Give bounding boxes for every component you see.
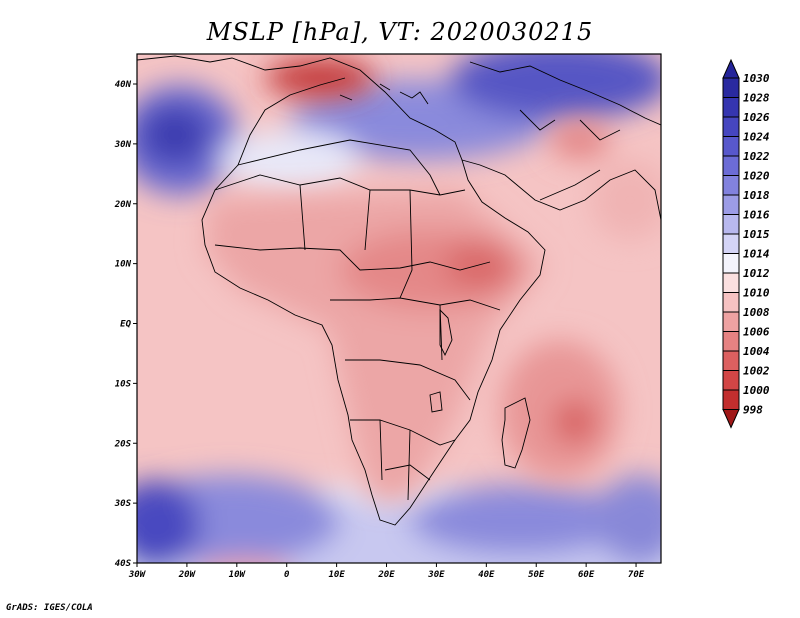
madagascar <box>501 397 531 469</box>
y-tick-label: 40N <box>115 80 132 90</box>
y-tick-label: 10S <box>115 379 132 389</box>
y-tick-label: 20N <box>114 200 132 210</box>
x-tick-label: 0 <box>284 570 290 580</box>
colorbar-swatch <box>722 311 740 332</box>
y-tick-label: EQ <box>120 320 131 330</box>
colorbar-swatch <box>722 350 740 371</box>
colorbar-swatch <box>722 97 740 118</box>
x-tick-label: 50E <box>528 570 545 580</box>
colorbar-swatch <box>722 116 740 137</box>
colorbar-bottom-arrow <box>722 409 740 429</box>
colorbar-swatch <box>722 194 740 215</box>
coastlines <box>137 55 661 526</box>
colorbar-swatch <box>722 155 740 176</box>
colorbar-label: 1028 <box>743 92 770 105</box>
colorbar-label: 1015 <box>743 228 770 241</box>
colorbar-swatch <box>722 233 740 254</box>
x-tick-label: 60E <box>578 570 595 580</box>
y-tick-label: 30N <box>114 140 132 150</box>
x-tick-label: 20W <box>178 570 197 580</box>
x-axis: 30W 20W 10W 0 10E 20E 30E 40E 50E 60E 70E <box>128 563 645 580</box>
map-title: MSLP [hPa], VT: 2020030215 <box>206 18 594 46</box>
colorbar-label: 1002 <box>743 365 770 378</box>
colorbar-swatch <box>722 253 740 274</box>
great-lakes <box>429 308 453 413</box>
border-central <box>214 244 491 271</box>
footer-credit: GrADS: IGES/COLA <box>6 603 93 613</box>
colorbar-label: 1020 <box>743 170 770 183</box>
x-tick-label: 30E <box>427 570 445 580</box>
colorbar-label: 1018 <box>743 189 770 202</box>
colorbar-label: 1000 <box>743 384 770 397</box>
colorbar-label: 1014 <box>743 248 770 261</box>
colorbar-swatch <box>722 389 740 410</box>
arabia-coast <box>461 159 661 221</box>
colorbar-label: 998 <box>743 404 763 417</box>
x-tick-label: 20E <box>377 570 395 580</box>
mediterranean-islands <box>339 83 429 105</box>
colorbar-swatch <box>722 175 740 196</box>
colorbar: 1030 1028 1026 1024 1022 1020 1018 1016 1015 1014… <box>722 58 770 429</box>
border-equator <box>330 297 501 311</box>
border-sahel <box>214 174 466 196</box>
y-axis: 40N 30N 20N 10N EQ 10S 20S 30S 40S <box>114 80 137 569</box>
x-tick-label: 10W <box>229 570 247 580</box>
colorbar-label: 1004 <box>743 345 770 358</box>
x-tick-label: 10E <box>328 570 345 580</box>
plot-frame <box>136 53 662 564</box>
colorbar-label: 1010 <box>743 287 770 300</box>
border-south-central <box>345 359 471 401</box>
colorbar-swatch <box>722 77 740 98</box>
colorbar-swatch <box>722 370 740 391</box>
colorbar-label: 1024 <box>743 131 770 144</box>
borders-vertical <box>299 184 443 501</box>
colorbar-label: 1008 <box>743 306 770 319</box>
x-tick-label: 40E <box>478 570 495 580</box>
colorbar-swatch <box>722 214 740 235</box>
colorbar-swatch <box>722 292 740 313</box>
colorbar-label: 1006 <box>743 326 770 339</box>
colorbar-swatch <box>722 331 740 352</box>
colorbar-label: 1012 <box>743 267 770 280</box>
asia-coast-north <box>469 61 661 126</box>
colorbar-top-arrow <box>722 58 740 79</box>
border-south <box>384 464 431 481</box>
border-north <box>237 139 441 196</box>
middle-east-borders <box>519 109 621 201</box>
colorbar-label: 1022 <box>743 150 770 163</box>
y-tick-label: 30S <box>114 499 132 509</box>
colorbar-label: 1016 <box>743 209 770 222</box>
colorbar-label: 1030 <box>743 72 770 85</box>
y-tick-label: 10N <box>115 260 132 270</box>
colorbar-swatch <box>722 272 740 293</box>
colorbar-label: 1026 <box>743 111 770 124</box>
x-tick-label: 70E <box>628 570 645 580</box>
x-tick-label: 30W <box>128 570 147 580</box>
colorbar-swatch <box>722 136 740 157</box>
y-tick-label: 20S <box>114 439 132 449</box>
y-tick-label: 40S <box>115 559 132 569</box>
pressure-field <box>137 54 661 563</box>
